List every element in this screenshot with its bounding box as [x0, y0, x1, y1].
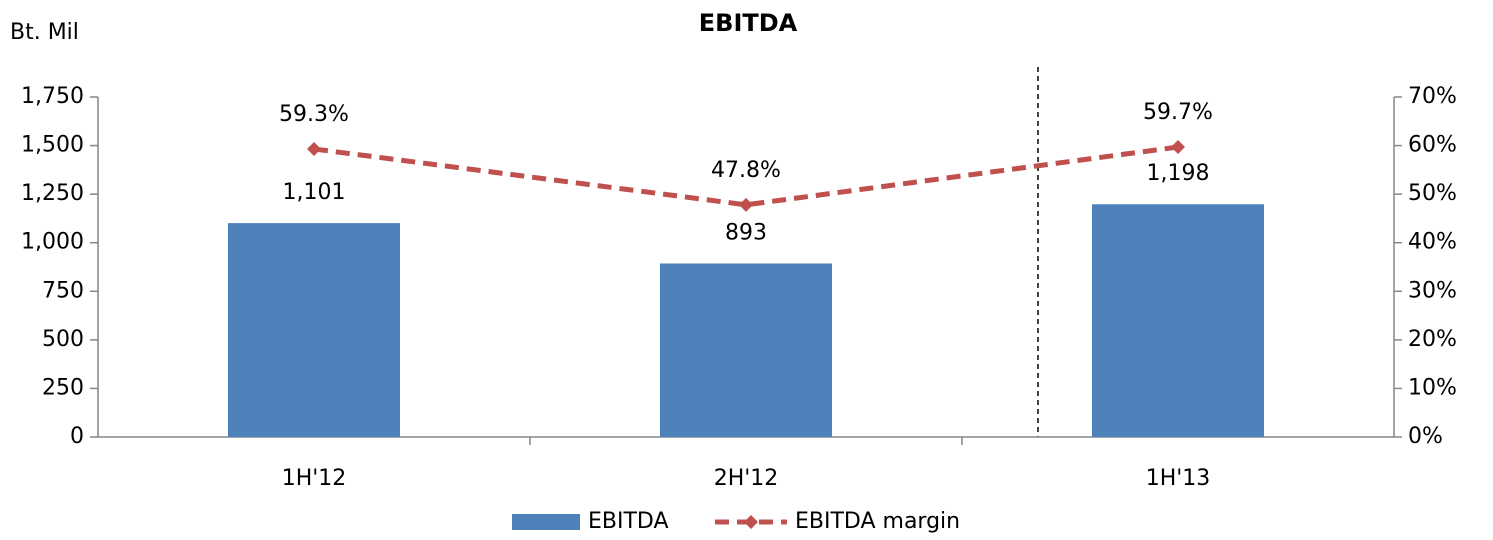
legend-label: EBITDA margin	[795, 509, 960, 534]
margin-marker	[739, 197, 753, 212]
chart-title: EBITDA	[699, 9, 798, 37]
bar	[660, 263, 832, 437]
bar-value-label: 893	[725, 221, 767, 246]
y-tick-label: 1,250	[21, 181, 84, 206]
y-tick-label: 1,500	[21, 133, 84, 158]
margin-line	[313, 144, 1179, 208]
margin-marker	[1171, 140, 1185, 155]
line-value-label: 47.8%	[711, 158, 781, 183]
y2-tick-label: 30%	[1408, 278, 1457, 303]
bar	[1092, 204, 1264, 437]
x-tick-label: 2H'12	[714, 466, 779, 491]
y2-tick-label: 0%	[1408, 424, 1443, 449]
y-tick-label: 500	[42, 327, 84, 352]
y2-tick-label: 70%	[1408, 84, 1457, 109]
y2-tick-label: 50%	[1408, 181, 1457, 206]
bar-value-label: 1,198	[1147, 161, 1210, 186]
y2-tick-label: 40%	[1408, 230, 1457, 255]
y-axis-label: Bt. Mil	[10, 20, 79, 45]
y-tick-label: 0	[70, 424, 84, 449]
y2-tick-label: 10%	[1408, 375, 1457, 400]
y-tick-label: 1,000	[21, 230, 84, 255]
margin-marker	[307, 141, 321, 156]
bar-value-label: 1,101	[283, 180, 346, 205]
legend-marker	[744, 515, 758, 529]
x-tick-label: 1H'13	[1146, 466, 1211, 491]
y-tick-label: 1,750	[21, 84, 84, 109]
legend-swatch	[512, 514, 580, 530]
line-value-label: 59.7%	[1143, 100, 1213, 125]
y2-tick-label: 20%	[1408, 327, 1457, 352]
y-tick-label: 250	[42, 375, 84, 400]
x-tick-label: 1H'12	[282, 466, 347, 491]
legend-label: EBITDA	[588, 509, 669, 534]
y2-tick-label: 60%	[1408, 133, 1457, 158]
bar	[228, 223, 400, 437]
line-value-label: 59.3%	[279, 102, 349, 127]
y-tick-label: 750	[42, 278, 84, 303]
